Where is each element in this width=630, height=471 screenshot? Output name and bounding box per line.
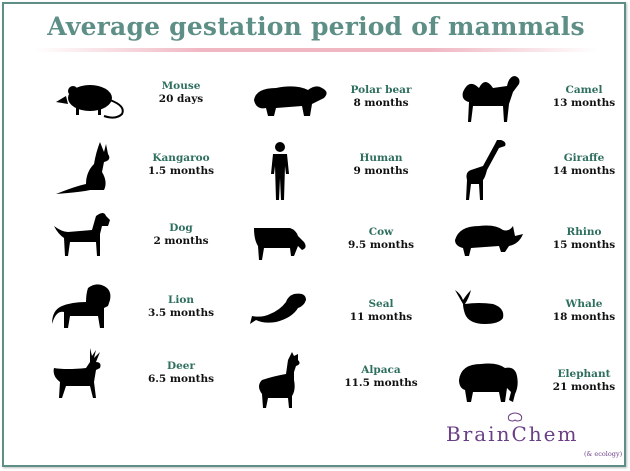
logo-brand-text: BrainChem (446, 422, 579, 446)
animal-card-dog: Dog 2 months (46, 208, 246, 278)
animal-name: Mouse (161, 80, 201, 92)
animal-name: Cow (368, 226, 394, 238)
animal-name: Dog (169, 222, 193, 234)
gestation-period: 15 months (552, 239, 616, 251)
gestation-period: 18 months (552, 311, 616, 323)
cow-icon (246, 212, 336, 282)
giraffe-icon (449, 138, 539, 208)
gestation-period: 13 months (552, 97, 616, 109)
animal-card-cow: Cow 9.5 months (246, 212, 446, 282)
alpaca-icon (246, 350, 336, 420)
animal-label: Human 9 months (341, 152, 421, 178)
animal-card-lion: Lion 3.5 months (46, 280, 246, 350)
gestation-period: 21 months (552, 381, 616, 393)
animal-name: Elephant (557, 368, 611, 380)
animal-label: Cow 9.5 months (341, 226, 421, 252)
dog-icon (46, 208, 136, 278)
gestation-period: 9.5 months (347, 239, 415, 251)
animal-card-polar-bear: Polar bear 8 months (246, 70, 446, 140)
animal-card-whale: Whale 18 months (449, 284, 630, 354)
animal-name: Camel (565, 84, 603, 96)
animal-label: Alpaca 11.5 months (341, 364, 421, 390)
logo-tagline: (& ecology) (584, 450, 623, 458)
animal-card-rhino: Rhino 15 months (449, 212, 630, 282)
gestation-period: 14 months (552, 165, 616, 177)
gestation-period: 8 months (353, 97, 409, 109)
infographic-frame: Average gestation period of mammals Mous… (2, 2, 626, 467)
animal-name: Deer (167, 360, 195, 372)
animal-card-seal: Seal 11 months (246, 284, 446, 354)
brain-icon (507, 412, 523, 422)
animal-card-deer: Deer 6.5 months (46, 346, 246, 416)
animal-card-human: Human 9 months (246, 138, 446, 208)
animal-label: Whale 18 months (544, 298, 624, 324)
animal-name: Seal (368, 298, 394, 310)
kangaroo-icon (46, 138, 136, 208)
animal-name: Kangaroo (152, 152, 210, 164)
animal-name: Polar bear (350, 84, 412, 96)
animal-name: Lion (167, 294, 194, 306)
lion-icon (46, 280, 136, 350)
page-title: Average gestation period of mammals (47, 12, 585, 41)
gestation-period: 6.5 months (147, 373, 215, 385)
animal-label: Rhino 15 months (544, 226, 624, 252)
animal-label: Dog 2 months (141, 222, 221, 248)
animal-label: Giraffe 14 months (544, 152, 624, 178)
animal-label: Kangaroo 1.5 months (141, 152, 221, 178)
animal-label: Elephant 21 months (544, 368, 624, 394)
animal-name: Giraffe (563, 152, 605, 164)
animal-label: Seal 11 months (341, 298, 421, 324)
rhino-icon (449, 212, 539, 282)
gestation-period: 11 months (349, 311, 413, 323)
brainchem-logo: BrainChem (& ecology) (446, 412, 626, 468)
animal-label: Camel 13 months (544, 84, 624, 110)
animal-name: Human (359, 152, 403, 164)
whale-icon (449, 284, 539, 354)
deer-icon (46, 346, 136, 416)
animal-card-mouse: Mouse 20 days (46, 66, 246, 136)
gestation-period: 1.5 months (147, 165, 215, 177)
gestation-period: 20 days (158, 93, 204, 105)
gestation-period: 9 months (353, 165, 409, 177)
animal-label: Lion 3.5 months (141, 294, 221, 320)
camel-icon (449, 70, 539, 140)
animal-label: Deer 6.5 months (141, 360, 221, 386)
animal-card-giraffe: Giraffe 14 months (449, 138, 630, 208)
animal-label: Polar bear 8 months (341, 84, 421, 110)
animal-name: Rhino (566, 226, 602, 238)
title-underline (34, 48, 598, 52)
animal-card-kangaroo: Kangaroo 1.5 months (46, 138, 246, 208)
gestation-period: 11.5 months (344, 377, 418, 389)
animal-card-camel: Camel 13 months (449, 70, 630, 140)
gestation-period: 2 months (153, 235, 209, 247)
animal-name: Alpaca (361, 364, 401, 376)
seal-icon (246, 284, 336, 354)
animal-card-elephant: Elephant 21 months (449, 354, 630, 424)
human-icon (246, 138, 336, 208)
animal-label: Mouse 20 days (141, 80, 221, 106)
gestation-period: 3.5 months (147, 307, 215, 319)
animal-name: Whale (565, 298, 603, 310)
mouse-icon (46, 66, 136, 136)
animal-card-alpaca: Alpaca 11.5 months (246, 350, 446, 420)
polar-bear-icon (246, 70, 336, 140)
elephant-icon (449, 354, 539, 424)
